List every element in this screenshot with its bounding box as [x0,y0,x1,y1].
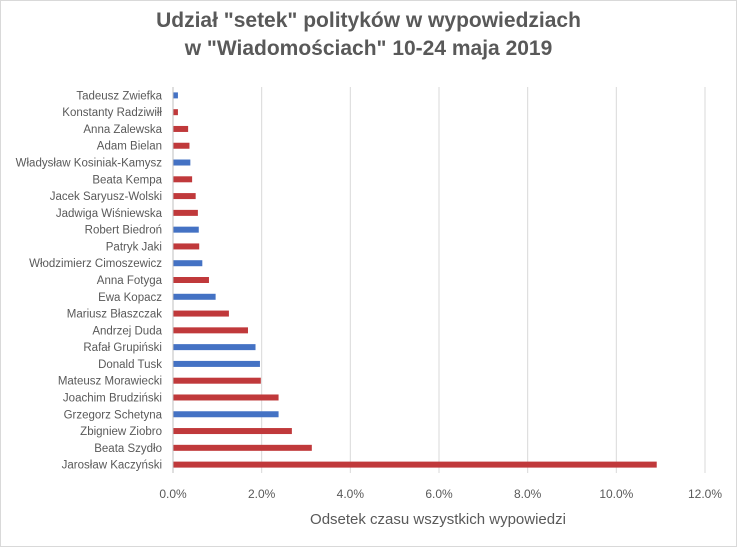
bar [173,159,191,166]
bar [173,92,178,99]
bar [173,377,261,384]
category-label: Joachim Brudziński [63,392,162,404]
x-tick-label: 10.0% [599,487,633,501]
bar [173,142,190,149]
category-label: Tadeusz Zwiefka [76,90,162,102]
bar [173,226,199,233]
category-label: Zbigniew Ziobro [80,426,162,438]
bars [173,92,657,468]
x-tick-label: 6.0% [425,487,453,501]
bar [173,209,198,216]
bar [173,428,292,435]
bar [173,243,200,250]
bar [173,125,189,132]
x-tick-label: 4.0% [337,487,365,501]
gridlines [172,87,706,473]
category-label: Jarosław Kaczyński [62,460,162,472]
bar [173,461,657,468]
category-label: Grzegorz Schetyna [64,409,163,421]
bar [173,109,178,116]
bar [173,344,256,351]
bar [173,360,260,367]
bar [173,293,216,300]
category-label: Robert Biedroń [85,225,162,237]
bar [173,444,312,451]
x-tick-labels: 0.0% 2.0% 4.0% 6.0% 8.0% 10.0% 12.0% [159,487,722,501]
category-label: Konstanty Radziwiłł [62,107,162,119]
category-label: Rafał Grupiński [83,342,162,354]
bar [173,277,209,283]
category-label: Beata Kempa [92,174,162,186]
chart-title-line-2: w "Wiadomościach" 10-24 maja 2019 [184,37,553,60]
x-tick-label: 12.0% [688,487,722,501]
bar [173,411,279,418]
category-label: Jadwiga Wiśniewska [56,208,163,220]
bar [173,394,279,401]
category-label: Patryk Jaki [106,241,162,253]
bar [173,310,229,317]
bar [173,327,248,334]
bar [173,176,193,183]
bar [173,260,203,267]
category-label: Jacek Saryusz-Wolski [50,191,162,203]
bar [173,193,196,200]
category-label: Władysław Kosiniak-Kamysz [16,158,163,170]
category-label: Mariusz Błaszczak [67,309,162,321]
category-label: Beata Szydło [94,443,162,455]
category-label: Anna Zalewska [83,124,162,136]
x-tick-label: 8.0% [514,487,542,501]
x-tick-label: 0.0% [159,487,187,501]
category-label: Andrzej Duda [92,325,162,337]
category-label: Anna Fotyga [97,275,163,287]
category-label: Mateusz Morawiecki [58,376,162,388]
x-tick-label: 2.0% [248,487,276,501]
category-label: Ewa Kopacz [98,292,162,304]
chart-title-line-1: Udział "setek" polityków w wypowiedziach [156,9,581,32]
category-label: Włodzimierz Cimoszewicz [29,258,162,270]
category-labels: Tadeusz Zwiefka Konstanty Radziwiłł Anna Z… [16,90,163,471]
category-label: Adam Bielan [97,141,162,153]
chart-title: Udział "setek" polityków w wypowiedziach… [1,7,736,63]
category-label: Donald Tusk [98,359,162,371]
x-axis-label: Odsetek czasu wszystkich wypowiedzi [310,511,566,528]
